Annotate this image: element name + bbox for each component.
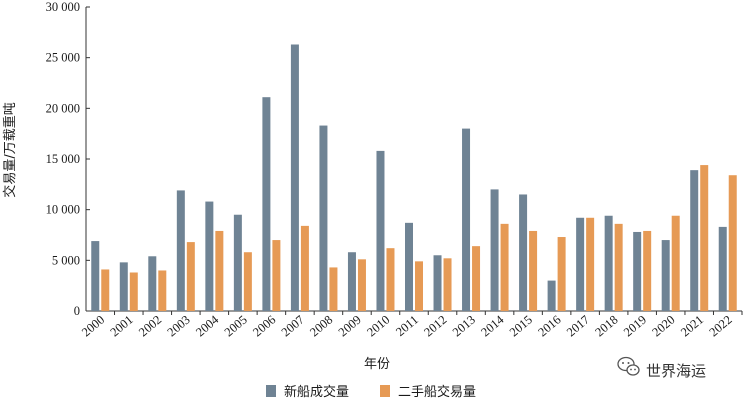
bar-second-hand-2005 xyxy=(243,252,252,311)
bar-new-ship-2006 xyxy=(262,97,271,311)
bar-second-hand-2014 xyxy=(500,223,509,311)
y-tick-label: 0 xyxy=(74,304,80,318)
bar-second-hand-2020 xyxy=(671,215,680,311)
bar-new-ship-2017 xyxy=(576,217,585,311)
bar-second-hand-2013 xyxy=(472,246,481,311)
x-tick-label: 2012 xyxy=(421,313,449,340)
bar-new-ship-2004 xyxy=(205,201,214,311)
bar-second-hand-2015 xyxy=(529,230,538,311)
bar-second-hand-2006 xyxy=(272,240,281,311)
watermark: 世界海运 xyxy=(617,356,706,380)
bar-second-hand-2001 xyxy=(129,272,138,311)
x-tick-label: 2004 xyxy=(193,312,222,339)
y-tick-label: 30 000 xyxy=(46,0,80,14)
x-axis-title: 年份 xyxy=(364,357,390,372)
bar-new-ship-2011 xyxy=(405,222,413,311)
x-tick-label: 2013 xyxy=(450,313,478,340)
x-tick-label: 2009 xyxy=(336,313,364,340)
bar-second-hand-2007 xyxy=(300,225,309,311)
bar-second-hand-2008 xyxy=(329,267,338,311)
x-tick-label: 2007 xyxy=(279,313,307,340)
y-tick-label: 5 000 xyxy=(52,253,80,267)
bar-new-ship-2000 xyxy=(91,241,100,311)
watermark-text: 世界海运 xyxy=(646,362,706,380)
bar-second-hand-2012 xyxy=(443,258,452,311)
y-axis-title: 交易量/万载重吨 xyxy=(2,102,18,197)
bar-new-ship-2016 xyxy=(547,280,556,311)
bar-second-hand-2017 xyxy=(586,217,595,311)
x-tick-label: 2014 xyxy=(478,312,507,339)
x-tick-label: 2016 xyxy=(535,313,563,340)
x-tick-label: 2011 xyxy=(393,313,421,340)
y-tick-label: 25 000 xyxy=(46,51,80,65)
x-tick-label: 2008 xyxy=(307,313,335,340)
bar-second-hand-2018 xyxy=(614,223,623,311)
legend-swatch-second-hand xyxy=(380,385,390,397)
bar-new-ship-2019 xyxy=(633,231,642,311)
bar-new-ship-2007 xyxy=(290,44,299,311)
x-tick-label: 2003 xyxy=(165,313,193,340)
y-tick-label: 20 000 xyxy=(46,101,80,115)
bar-second-hand-2002 xyxy=(158,270,167,311)
legend-label-second-hand: 二手船交易量 xyxy=(398,384,476,400)
x-tick-label: 2002 xyxy=(136,313,164,340)
x-tick-label: 2022 xyxy=(707,313,735,340)
x-tick-label: 2001 xyxy=(108,313,136,340)
x-tick-label: 2018 xyxy=(592,313,620,340)
bar-new-ship-2005 xyxy=(233,214,242,311)
bar-new-ship-2014 xyxy=(490,189,499,311)
bar-second-hand-2022 xyxy=(728,175,737,311)
bar-new-ship-2020 xyxy=(661,240,670,311)
bar-new-ship-2001 xyxy=(119,262,128,311)
wechat-icon xyxy=(617,356,640,376)
y-tick-label: 15 000 xyxy=(46,152,80,166)
bar-second-hand-2016 xyxy=(557,237,566,311)
bar-new-ship-2015 xyxy=(519,194,528,311)
legend: 新船成交量 二手船交易量 xyxy=(266,384,476,400)
bar-second-hand-2004 xyxy=(215,230,224,311)
bar-new-ship-2002 xyxy=(148,256,157,311)
x-tick-label: 2020 xyxy=(649,313,677,340)
x-tick-label: 2005 xyxy=(222,313,250,340)
x-tick-label: 2010 xyxy=(364,313,392,340)
bar-new-ship-2008 xyxy=(319,125,328,311)
x-tick-label: 2019 xyxy=(621,313,649,340)
bar-new-ship-2022 xyxy=(718,226,727,311)
bar-second-hand-2010 xyxy=(386,248,395,311)
bar-new-ship-2021 xyxy=(690,170,699,311)
bar-new-ship-2003 xyxy=(176,190,185,311)
bar-second-hand-2009 xyxy=(357,259,366,311)
bar-new-ship-2010 xyxy=(376,150,385,311)
x-tick-label: 2000 xyxy=(79,313,107,340)
legend-label-new-ship: 新船成交量 xyxy=(284,384,349,400)
bar-second-hand-2019 xyxy=(643,230,652,311)
bar-new-ship-2013 xyxy=(462,128,471,311)
bar-new-ship-2009 xyxy=(347,252,356,311)
bar-new-ship-2018 xyxy=(604,215,613,311)
bar-second-hand-2011 xyxy=(415,261,423,311)
x-tick-label: 2021 xyxy=(678,313,706,340)
bar-second-hand-2000 xyxy=(101,269,110,311)
y-tick-label: 10 000 xyxy=(46,203,80,217)
bar-new-ship-2012 xyxy=(433,255,442,311)
x-tick-label: 2017 xyxy=(564,313,592,340)
legend-swatch-new-ship xyxy=(266,385,276,397)
x-tick-label: 2015 xyxy=(507,313,535,340)
x-tick-label: 2006 xyxy=(250,313,278,340)
bar-second-hand-2021 xyxy=(700,165,709,311)
bar-second-hand-2003 xyxy=(186,242,195,311)
